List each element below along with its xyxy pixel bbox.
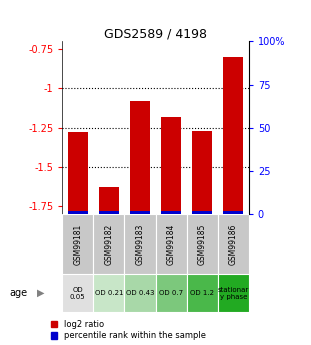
Bar — [161, 117, 181, 214]
Bar — [62, 274, 93, 312]
Bar — [223, 57, 244, 214]
Bar — [192, 211, 212, 214]
Bar — [161, 211, 181, 214]
Text: GSM99186: GSM99186 — [229, 224, 238, 265]
Bar — [156, 274, 187, 312]
Bar — [99, 187, 119, 214]
Text: GSM99185: GSM99185 — [198, 224, 207, 265]
Bar — [192, 131, 212, 214]
Text: GSM99182: GSM99182 — [104, 224, 113, 265]
Text: GSM99184: GSM99184 — [167, 224, 175, 265]
Bar — [187, 274, 218, 312]
Bar — [130, 211, 150, 214]
Text: stationar
y phase: stationar y phase — [218, 287, 249, 300]
Bar — [93, 274, 124, 312]
Bar — [99, 211, 119, 214]
Bar — [62, 214, 93, 274]
Bar — [218, 274, 249, 312]
Text: OD 0.43: OD 0.43 — [126, 290, 154, 296]
Bar — [156, 214, 187, 274]
Text: OD 0.7: OD 0.7 — [159, 290, 183, 296]
Bar — [68, 132, 88, 214]
Bar — [68, 211, 88, 214]
Bar — [187, 214, 218, 274]
Bar — [124, 214, 156, 274]
Text: GSM99183: GSM99183 — [136, 224, 144, 265]
Text: OD 1.2: OD 1.2 — [190, 290, 214, 296]
Bar — [218, 214, 249, 274]
Text: OD 0.21: OD 0.21 — [95, 290, 123, 296]
Bar — [93, 214, 124, 274]
Bar — [223, 211, 244, 214]
Bar — [130, 101, 150, 214]
Legend: log2 ratio, percentile rank within the sample: log2 ratio, percentile rank within the s… — [51, 320, 206, 340]
Bar — [124, 274, 156, 312]
Text: GSM99181: GSM99181 — [73, 224, 82, 265]
Text: ▶: ▶ — [37, 288, 45, 298]
Text: OD
0.05: OD 0.05 — [70, 287, 86, 300]
Title: GDS2589 / 4198: GDS2589 / 4198 — [104, 27, 207, 40]
Text: age: age — [9, 288, 27, 298]
